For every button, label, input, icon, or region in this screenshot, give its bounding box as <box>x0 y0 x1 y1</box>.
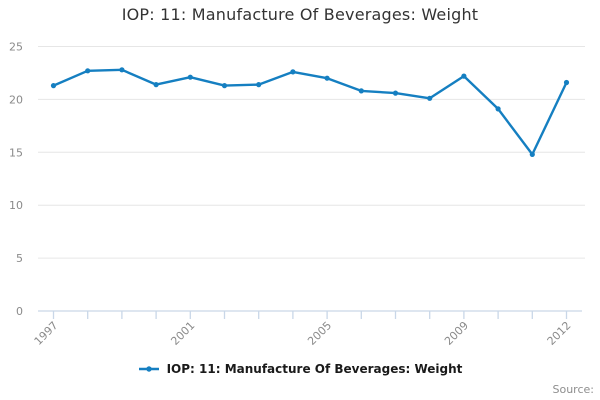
data-series[interactable] <box>50 67 570 157</box>
svg-text:5: 5 <box>16 252 23 265</box>
svg-text:2009: 2009 <box>442 319 471 348</box>
data-point-marker[interactable] <box>50 83 57 89</box>
legend-series-label: IOP: 11: Manufacture Of Beverages: Weigh… <box>166 362 463 376</box>
svg-text:20: 20 <box>9 93 23 106</box>
data-point-marker[interactable] <box>392 90 399 96</box>
gridlines <box>38 46 585 259</box>
data-point-marker[interactable] <box>427 95 433 101</box>
data-point-marker[interactable] <box>85 68 91 74</box>
svg-text:10: 10 <box>9 199 23 212</box>
svg-text:15: 15 <box>9 146 23 159</box>
chart-title: IOP: 11: Manufacture Of Beverages: Weigh… <box>121 5 479 24</box>
data-point-marker[interactable] <box>119 67 125 73</box>
svg-text:0: 0 <box>16 305 23 318</box>
data-point-marker[interactable] <box>153 82 159 88</box>
data-point-marker[interactable] <box>529 151 535 157</box>
data-point-marker[interactable] <box>221 83 228 89</box>
data-point-marker[interactable] <box>187 74 193 80</box>
x-axis <box>38 310 582 319</box>
svg-text:2012: 2012 <box>545 319 574 348</box>
data-point-marker[interactable] <box>563 79 570 86</box>
data-point-marker[interactable] <box>461 73 467 79</box>
svg-text:1997: 1997 <box>32 319 61 348</box>
x-axis-labels: 1997 2001 2005 2009 2012 <box>32 319 574 348</box>
svg-text:25: 25 <box>9 41 23 54</box>
legend-series-marker-icon <box>138 366 159 372</box>
data-point-marker[interactable] <box>358 88 364 94</box>
data-point-marker[interactable] <box>256 82 262 88</box>
data-point-marker[interactable] <box>324 75 330 81</box>
data-point-marker[interactable] <box>495 106 501 112</box>
data-point-marker[interactable] <box>290 69 296 75</box>
series-line[interactable] <box>52 68 568 156</box>
svg-text:2005: 2005 <box>305 319 334 348</box>
legend-item[interactable]: IOP: 11: Manufacture Of Beverages: Weigh… <box>0 360 600 378</box>
svg-text:2001: 2001 <box>168 319 197 348</box>
source-label: Source: <box>552 383 595 396</box>
y-axis-labels: 0 5 10 15 20 25 <box>9 41 23 319</box>
